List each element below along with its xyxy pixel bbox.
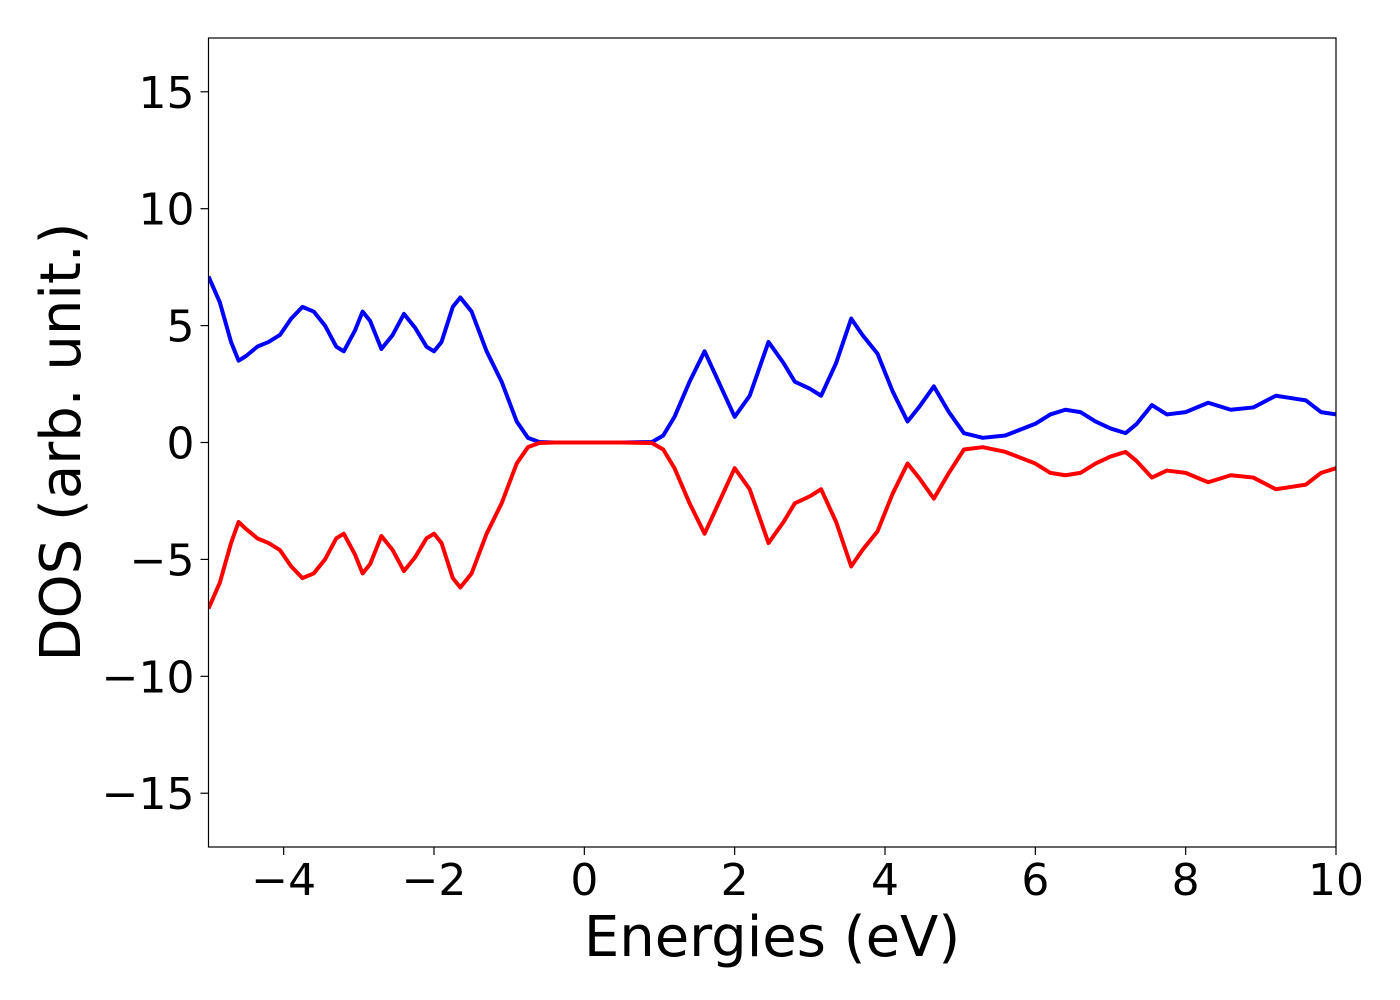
data-line xyxy=(208,440,1336,610)
x-tick-label: 2 xyxy=(721,855,749,906)
plot-frame xyxy=(207,37,1337,848)
x-tick-label: −2 xyxy=(402,855,467,906)
x-tick-label: −4 xyxy=(251,855,316,906)
data-line xyxy=(208,275,1336,445)
y-tick-label: 5 xyxy=(167,302,195,353)
y-tick-label: −5 xyxy=(130,535,195,586)
x-axis-label: Energies (eV) xyxy=(584,905,960,970)
x-tick-label: 10 xyxy=(1308,855,1364,906)
y-tick-label: 15 xyxy=(139,68,195,119)
x-tick-label: 8 xyxy=(1172,855,1200,906)
y-tick-label: −10 xyxy=(102,652,195,703)
x-tick-label: 4 xyxy=(871,855,899,906)
y-tick-label: −15 xyxy=(102,769,195,820)
y-axis-label: DOS (arb. unit.) xyxy=(29,222,94,661)
x-tick-label: 6 xyxy=(1021,855,1049,906)
y-tick-label: 0 xyxy=(167,419,195,470)
x-tick-label: 0 xyxy=(570,855,598,906)
y-tick-label: 10 xyxy=(139,185,195,236)
